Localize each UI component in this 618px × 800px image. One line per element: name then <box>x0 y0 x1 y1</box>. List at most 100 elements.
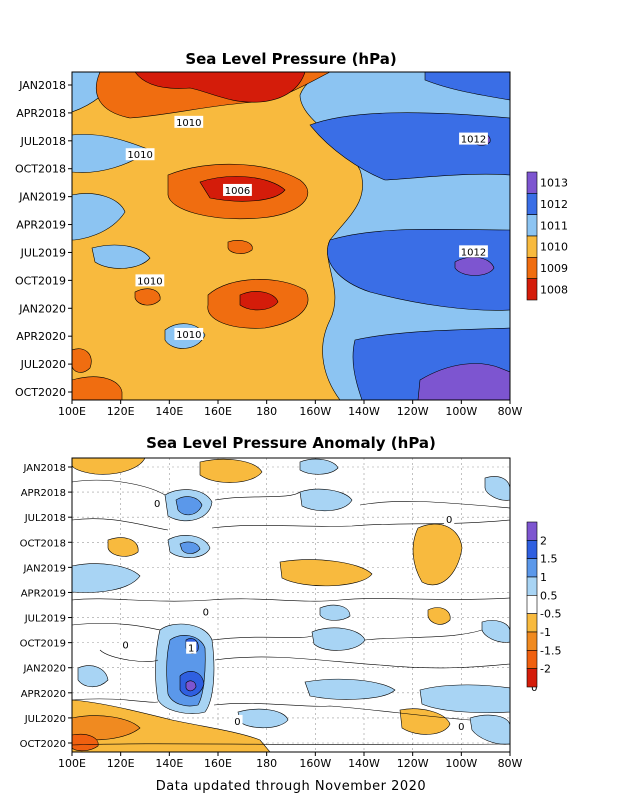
x-tick-label: 140E <box>155 405 183 418</box>
y-tick-label: APR2018 <box>16 107 66 120</box>
y-tick-label: APR2020 <box>16 330 66 343</box>
y-tick-label: APR2018 <box>21 488 66 499</box>
legend-label: -0.5 <box>540 608 561 621</box>
chart2-x-ticks: 100E 120E 140E 160E 180 160W 140W 120W 100W 80W <box>58 752 523 770</box>
chart1-plot-frame <box>71 71 511 401</box>
y-tick-label: APR2020 <box>21 689 66 700</box>
legend-label: 1011 <box>540 219 568 232</box>
contour-label-bg <box>459 132 488 145</box>
contour-label-bg <box>152 497 163 510</box>
legend-label: 1.5 <box>540 553 558 566</box>
legend-swatch <box>526 214 538 237</box>
legend-swatch <box>526 193 538 215</box>
x-tick-label: 100W <box>445 757 477 770</box>
y-tick-label: JUL2019 <box>24 614 66 625</box>
legend-label: 1012 <box>540 198 568 211</box>
contour-label-bg <box>200 605 211 618</box>
contour-label: 0 <box>531 683 537 694</box>
legend-label: 0.5 <box>540 589 558 602</box>
legend-swatch <box>526 540 538 559</box>
x-tick-label: 140W <box>348 405 380 418</box>
chart1-title: Sea Level Pressure (hPa) <box>185 50 396 68</box>
contour-label: 0 <box>154 499 160 510</box>
x-tick-label: 180 <box>256 757 277 770</box>
contour-label: 1 <box>188 644 194 655</box>
y-tick-label: APR2019 <box>16 219 66 232</box>
chart1-contour-labels: 101010101012100610121010101210101012 <box>125 115 618 345</box>
chart2-title: Sea Level Pressure Anomaly (hPa) <box>146 434 436 452</box>
y-tick-label: JAN2019 <box>18 191 66 204</box>
legend-swatch <box>526 558 538 578</box>
legend-label: 1013 <box>540 177 568 190</box>
contour-label: 0 <box>203 608 209 619</box>
contour-label: 1010 <box>137 276 162 287</box>
x-tick-label: 100E <box>58 757 86 770</box>
chart1-legend: 1013 1012 1011 1010 1009 1008 <box>526 171 568 301</box>
contour-label-bg <box>120 638 131 651</box>
x-tick-label: 160E <box>204 405 232 418</box>
chart2-contour-labels: 0 0 0 0 1 0 0 0 <box>120 497 540 733</box>
y-tick-label: JAN2020 <box>18 302 66 315</box>
legend-swatch <box>526 631 538 651</box>
contour-label: 0 <box>446 515 452 526</box>
x-tick-label: 120W <box>397 405 429 418</box>
y-tick-label: OCT2018 <box>15 163 66 176</box>
contour-label-bg <box>125 148 155 161</box>
y-tick-label: JAN2020 <box>22 664 66 675</box>
legend-label: -2 <box>540 663 551 676</box>
legend-label: 1009 <box>540 262 568 275</box>
contour-label: 1006 <box>225 186 250 197</box>
x-tick-label: 100W <box>445 405 477 418</box>
legend-label: 2 <box>540 534 547 547</box>
legend-swatch <box>526 576 538 596</box>
x-tick-label: 100E <box>58 405 86 418</box>
x-tick-label: 140E <box>155 757 183 770</box>
chart2-plot-frame <box>71 457 511 753</box>
legend-swatch <box>526 668 538 688</box>
y-tick-label: OCT2019 <box>15 274 66 287</box>
y-tick-label: JUL2019 <box>20 246 66 259</box>
legend-label: 1 <box>540 571 547 584</box>
chart1-y-ticks: JAN2018 APR2018 JUL2018 OCT2018 JAN2019 APR20… <box>15 79 72 399</box>
legend-label: 1008 <box>540 283 568 296</box>
contour-label-bg <box>135 274 165 287</box>
legend-swatch <box>526 278 538 301</box>
contour-label: 1010 <box>127 150 152 161</box>
y-tick-label: OCT2019 <box>20 639 66 650</box>
x-tick-label: 120W <box>397 757 429 770</box>
chart1-field <box>72 72 510 400</box>
legend-swatch <box>526 521 538 541</box>
chart2-field <box>72 458 510 752</box>
legend-swatch <box>526 235 538 258</box>
contour-label: 1010 <box>176 330 201 341</box>
legend-swatch <box>526 257 538 279</box>
x-tick-label: 160E <box>204 757 232 770</box>
y-tick-label: APR2019 <box>21 588 66 599</box>
y-tick-label: JUL2020 <box>24 714 66 725</box>
y-tick-label: OCT2018 <box>20 538 66 549</box>
footer-note: Data updated through November 2020 <box>156 779 426 794</box>
contour-label: 1010 <box>176 118 201 129</box>
x-tick-label: 160W <box>299 405 331 418</box>
contour-label-bg <box>174 115 204 128</box>
x-tick-label: 80W <box>498 405 523 418</box>
y-tick-label: JUL2018 <box>20 135 66 148</box>
legend-swatch <box>526 171 538 194</box>
legend-label: -1 <box>540 626 551 639</box>
y-tick-label: JAN2019 <box>22 563 66 574</box>
contour-label-bg <box>456 719 467 732</box>
contour-label-bg <box>232 714 243 727</box>
y-tick-label: JUL2018 <box>24 513 66 524</box>
contour-label-bg <box>444 513 455 526</box>
legend-label: -1.5 <box>540 644 561 657</box>
contour-label-bg <box>223 183 252 196</box>
y-tick-label: OCT2020 <box>15 386 66 399</box>
contour-label: 0 <box>458 722 464 733</box>
contour-label: 0 <box>122 641 128 652</box>
contour-label-bg <box>459 245 488 258</box>
chart1-x-ticks: 100E 120E 140E 160E 180 160W 140W 120W 100W 80W <box>58 400 523 418</box>
chart2-legend: 2 1.5 1 0.5 -0.5 -1 -1.5 -2 <box>526 521 561 688</box>
y-tick-label: JAN2018 <box>22 463 66 474</box>
y-tick-label: OCT2020 <box>20 739 66 750</box>
